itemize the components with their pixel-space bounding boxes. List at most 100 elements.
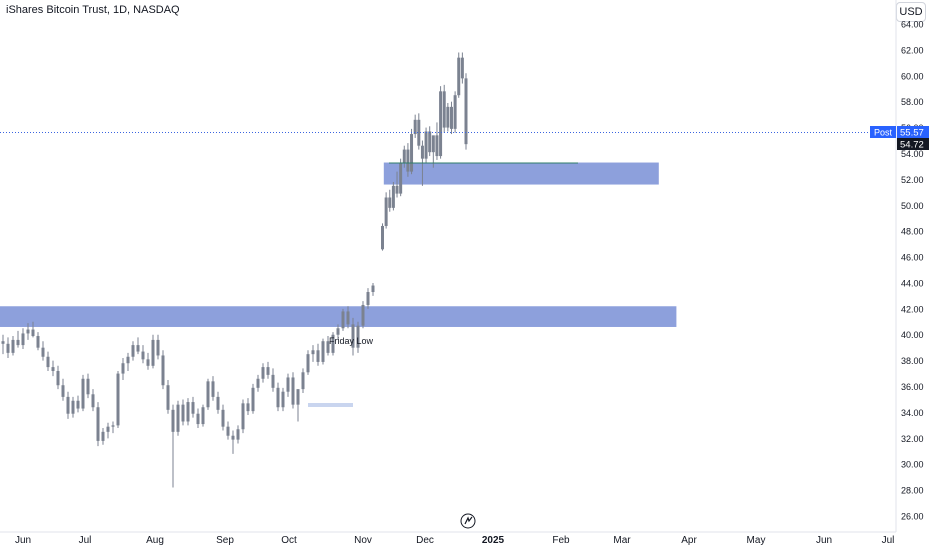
candle-body bbox=[141, 351, 145, 360]
candle-body bbox=[41, 347, 45, 357]
y-tick-label: 36.00 bbox=[901, 382, 924, 392]
candle-body bbox=[236, 429, 240, 440]
candle-body bbox=[211, 381, 215, 397]
y-tick-label: 28.00 bbox=[901, 486, 924, 496]
candle-body bbox=[457, 57, 461, 96]
y-tick-label: 54.00 bbox=[901, 149, 924, 159]
candle-body bbox=[96, 407, 100, 441]
y-tick-label: 48.00 bbox=[901, 227, 924, 237]
candle-body bbox=[336, 328, 340, 335]
candle-body bbox=[136, 345, 140, 352]
candle-body bbox=[413, 119, 417, 135]
extras-layer: Friday Low bbox=[308, 162, 578, 407]
y-tick-label: 30.00 bbox=[901, 460, 924, 470]
candle-body bbox=[417, 119, 421, 146]
x-tick-label: Jul bbox=[79, 535, 92, 546]
post-price-badge: Post 55.57 bbox=[870, 126, 929, 139]
candle-body bbox=[131, 345, 135, 357]
candle-body bbox=[276, 387, 280, 408]
candle-body bbox=[241, 403, 245, 430]
candle-body bbox=[31, 329, 35, 337]
x-tick-label: Aug bbox=[146, 535, 164, 546]
zone-1 bbox=[0, 306, 677, 327]
zone-2 bbox=[383, 162, 659, 185]
x-tick-label: Feb bbox=[552, 535, 570, 546]
candle-body bbox=[384, 197, 388, 226]
candle-body bbox=[146, 359, 150, 366]
y-tick-label: 58.00 bbox=[901, 97, 924, 107]
x-tick-label: Jun bbox=[15, 535, 31, 546]
friday-low-label: Friday Low bbox=[329, 336, 374, 346]
candle-body bbox=[271, 374, 275, 388]
y-tick-label: 32.00 bbox=[901, 434, 924, 444]
candle-body bbox=[216, 396, 220, 410]
y-tick-label: 60.00 bbox=[901, 71, 924, 81]
candle-body bbox=[266, 367, 270, 375]
candle-body bbox=[439, 91, 443, 157]
candle-body bbox=[176, 404, 180, 432]
x-tick-label: Nov bbox=[354, 535, 372, 546]
post-value: 55.57 bbox=[900, 128, 924, 139]
candle-body bbox=[91, 394, 95, 408]
candle-body bbox=[246, 403, 250, 412]
candle-body bbox=[391, 185, 395, 208]
y-tick-label: 62.00 bbox=[901, 45, 924, 55]
candle-body bbox=[424, 131, 428, 159]
candles-layer bbox=[1, 52, 468, 488]
candle-body bbox=[402, 149, 406, 163]
candle-body bbox=[16, 339, 20, 346]
candle-body bbox=[151, 339, 155, 366]
x-tick-label: Apr bbox=[681, 535, 697, 546]
candle-body bbox=[446, 106, 450, 128]
zones-layer bbox=[0, 162, 677, 327]
candle-body bbox=[71, 400, 75, 414]
candle-body bbox=[181, 404, 185, 422]
y-axis[interactable]: 64.0062.0060.0058.0056.0054.0052.0050.00… bbox=[901, 20, 924, 522]
candle-body bbox=[261, 367, 265, 379]
y-tick-label: 44.00 bbox=[901, 278, 924, 288]
candle-body bbox=[106, 426, 110, 432]
candle-body bbox=[428, 131, 432, 153]
last-price-badge: 54.72 bbox=[897, 138, 929, 151]
candle-body bbox=[121, 363, 125, 374]
candle-body bbox=[116, 373, 120, 426]
candle-body bbox=[26, 329, 30, 334]
candle-body bbox=[161, 355, 165, 386]
candle-body bbox=[361, 304, 365, 326]
tradingview-logo-icon[interactable] bbox=[460, 513, 476, 529]
candle-body bbox=[420, 145, 424, 159]
candle-body bbox=[356, 325, 360, 348]
candle-body bbox=[453, 95, 457, 129]
candle-body bbox=[442, 91, 446, 128]
x-axis[interactable]: Jun Jul Aug Sep Oct Nov Dec 2025 Feb Mar Apr May Jun… bbox=[15, 535, 894, 546]
candle-body bbox=[206, 381, 210, 408]
candle-body bbox=[1, 341, 5, 344]
x-tick-label: May bbox=[747, 535, 766, 546]
candle-body bbox=[395, 185, 399, 194]
candle-body bbox=[460, 57, 464, 79]
y-tick-label: 40.00 bbox=[901, 330, 924, 340]
candle-body bbox=[191, 402, 195, 414]
candle-body bbox=[321, 341, 325, 362]
candle-body bbox=[406, 149, 410, 172]
candle-body bbox=[388, 197, 392, 208]
candle-body bbox=[371, 285, 375, 293]
y-tick-label: 50.00 bbox=[901, 201, 924, 211]
candle-body bbox=[316, 350, 320, 362]
candle-body bbox=[11, 339, 15, 353]
candle-body bbox=[196, 413, 200, 425]
x-tick-label: Dec bbox=[416, 535, 434, 546]
candle-body bbox=[226, 426, 230, 436]
candle-body bbox=[81, 378, 85, 409]
candle-body bbox=[431, 135, 435, 153]
candle-body bbox=[221, 409, 225, 427]
y-tick-label: 64.00 bbox=[901, 20, 924, 30]
candle-body bbox=[381, 225, 384, 250]
candle-body bbox=[435, 135, 439, 157]
candle-body bbox=[231, 435, 235, 440]
candle-body bbox=[351, 324, 355, 348]
candle-body bbox=[366, 292, 370, 305]
candle-body bbox=[61, 385, 65, 397]
chart-title: iShares Bitcoin Trust, 1D, NASDAQ bbox=[6, 4, 180, 16]
